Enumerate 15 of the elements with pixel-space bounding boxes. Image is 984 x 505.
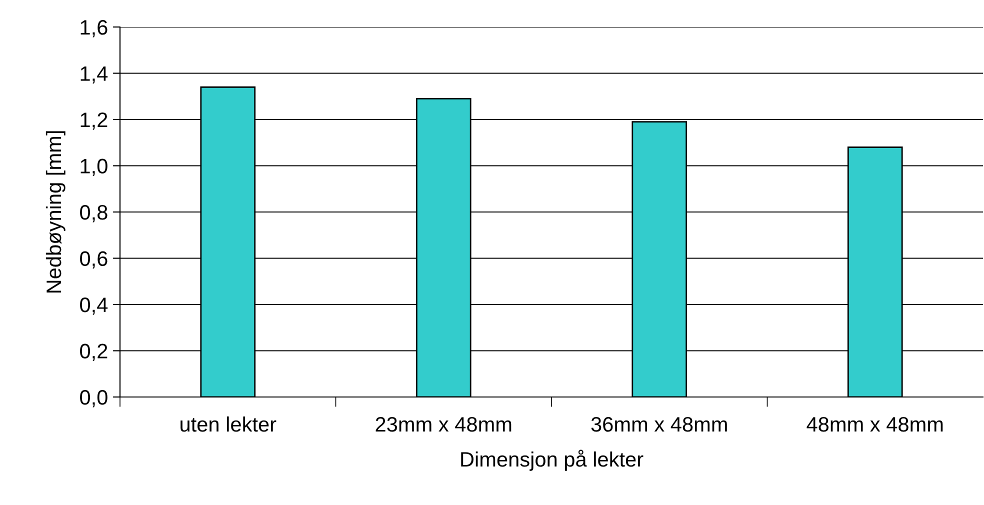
x-tick-label: uten lekter	[180, 416, 276, 432]
y-tick-label: 0,0	[80, 390, 108, 408]
y-tick-label: 1,2	[80, 112, 108, 130]
x-axis-title: Dimensjon på lekter	[461, 450, 644, 471]
y-tick-label: 1,0	[80, 158, 108, 176]
x-tick-label: 23mm x 48mm	[376, 416, 512, 432]
y-tick-label: 0,2	[80, 344, 108, 361]
y-tick-label: 1,4	[80, 66, 108, 84]
y-tick-label: 1,6	[80, 20, 108, 38]
x-tick-label: 48mm x 48mm	[806, 416, 943, 432]
y-tick-label: 0,4	[80, 298, 108, 315]
y-tick-label: 0,6	[80, 251, 108, 268]
y-axis-title: Nedbøyning [mm]	[46, 131, 66, 292]
x-tick-label: 36mm x 48mm	[591, 416, 727, 432]
y-tick-label: 0,8	[80, 205, 108, 222]
